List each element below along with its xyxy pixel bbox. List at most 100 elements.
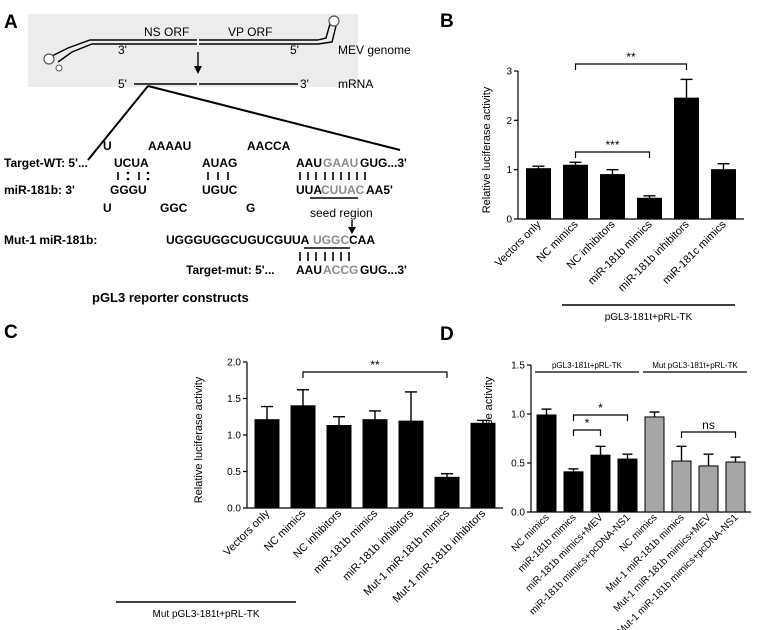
significance-bracket [680,431,737,438]
hairpin-left-loop [43,53,55,65]
bar [644,416,665,513]
bar [563,164,588,220]
target-mut-seg-2: GUG...3' [360,263,407,277]
target-mut-mutated: ACCG [323,263,358,277]
y-tick-label: 0.0 [511,508,525,519]
significance-label: ** [370,358,380,372]
x-category-label: miR-181b inhibitors [616,218,692,294]
significance-bracket [572,414,629,421]
target-wt-bulge-3: AACCA [247,139,291,153]
mut1-name: Mut-1 miR-181b: [4,233,97,247]
hairpin-left-bottom [57,43,118,63]
significance-label: * [585,416,590,430]
panel-a-label: A [4,12,18,33]
significance-label: ** [626,50,636,64]
bar [290,405,316,509]
mut1-mutated: UGGC [313,233,349,247]
target-mut-name: Target-mut: 5'... [186,263,275,277]
target-wt-seg-1: UCUA [114,156,149,170]
target-wt-seg-4: GUG...3' [360,156,407,170]
mrna-5prime: 5' [118,77,127,91]
mir181b-bulge-2: GGC [160,201,188,215]
genome-label: MEV genome [338,43,411,57]
reporter-caption: pGL3 reporter constructs [92,290,249,305]
bar [254,419,280,509]
bar [711,169,736,220]
y-tick-label: 2 [506,116,512,127]
mir181b-seed: CUUAC [321,183,365,197]
panel-c: C Relative luciferase activity 0.0 0.5 1.0… [4,322,503,620]
panel-b-ylabel: Relative luciferase activity [481,86,493,213]
panel-b-label: B [440,11,454,32]
y-tick-label: 1 [506,165,512,176]
significance-bracket [574,63,688,70]
mir181b-seg-3: UUA [296,183,322,197]
x-category-label: Vectors only [493,218,544,269]
panel-a: A 3' 5' NS ORF VP ORF MEV genome 5' 3' m… [4,12,411,305]
panel-b: B Relative luciferase activity 0 1 2 3 Vecto… [440,11,744,323]
wobble-pair-dots [126,171,150,181]
bar [536,414,557,513]
mir181b-name: miR-181b: 3' [4,183,75,197]
hairpin-right-loop [328,15,340,27]
panel-d-ylabel: Relative luciferase activity [483,376,495,503]
mir181b-seg-4: AA5' [366,183,393,197]
y-tick-label: 1.0 [227,431,241,442]
y-tick-label: 0.0 [227,504,241,515]
bar [590,454,611,513]
group-label: pGL3-181t+pRL-TK [605,312,693,323]
mir181b-bulge-3: G [246,201,255,215]
y-tick-label: 3 [506,67,512,78]
target-wt-name: Target-WT: 5'... [4,156,88,170]
x-category-label: miR-181b mimics [586,218,655,287]
group-label: Mut pGL3-181t+pRL-TK [153,609,260,620]
hairpin-right-a [317,23,331,41]
x-category-label: miR-181c mimics [660,218,728,286]
y-tick-label: 1.5 [227,394,241,405]
panel-d-label: D [440,324,454,345]
y-tick-label: 0 [506,215,512,226]
genome-5prime: 5' [290,43,299,57]
target-wt-seed-match: GAAU [323,156,358,170]
genome-background [28,14,358,87]
mir181b-seg-1: GGGU [110,183,147,197]
bar [600,174,625,220]
pairing-marks-wt [117,172,366,180]
y-tick-label: 1.5 [511,361,525,372]
bar [398,420,424,509]
y-tick-label: 2.0 [227,358,241,369]
y-tick-label: 0.5 [511,459,525,470]
mrna-3prime: 3' [300,77,309,91]
target-wt-seg-3: AAU [296,156,322,170]
pairing-marks-mut [299,252,350,261]
target-wt-bulge-2: AAAAU [148,139,191,153]
bar [470,422,496,509]
mir181b-bulge-1: U [103,201,112,215]
mir181b-seg-2: UGUC [202,183,238,197]
mrna-label: mRNA [338,77,373,91]
zoom-line-left [87,85,149,161]
genome-3prime: 3' [118,43,127,57]
panel-d: D Relative luciferase activity 0.0 0.5 1.0… [440,324,751,630]
target-wt-seg-2: AUAG [202,156,237,170]
bar [362,419,388,509]
group-label: Mut pGL3-181t+pRL-TK [652,361,738,370]
y-tick-label: 1.0 [511,410,525,421]
zoom-line-right [147,85,401,151]
bar [526,168,551,220]
panel-c-ylabel: Relative luciferase activity [193,376,205,503]
bar [671,460,692,513]
transcription-arrow-head [194,66,202,74]
target-wt-bulge-1: U [103,139,112,153]
bar [637,197,662,220]
orf-vp-label: VP ORF [228,25,272,39]
mut1-seg-1: UGGGUGGCUGUCGUUA [166,233,310,247]
bar [674,97,699,220]
bar [326,425,352,509]
bar [698,465,719,513]
x-category-label: miR-181b mimics [312,507,381,576]
bar [434,476,460,509]
bar [563,471,584,513]
